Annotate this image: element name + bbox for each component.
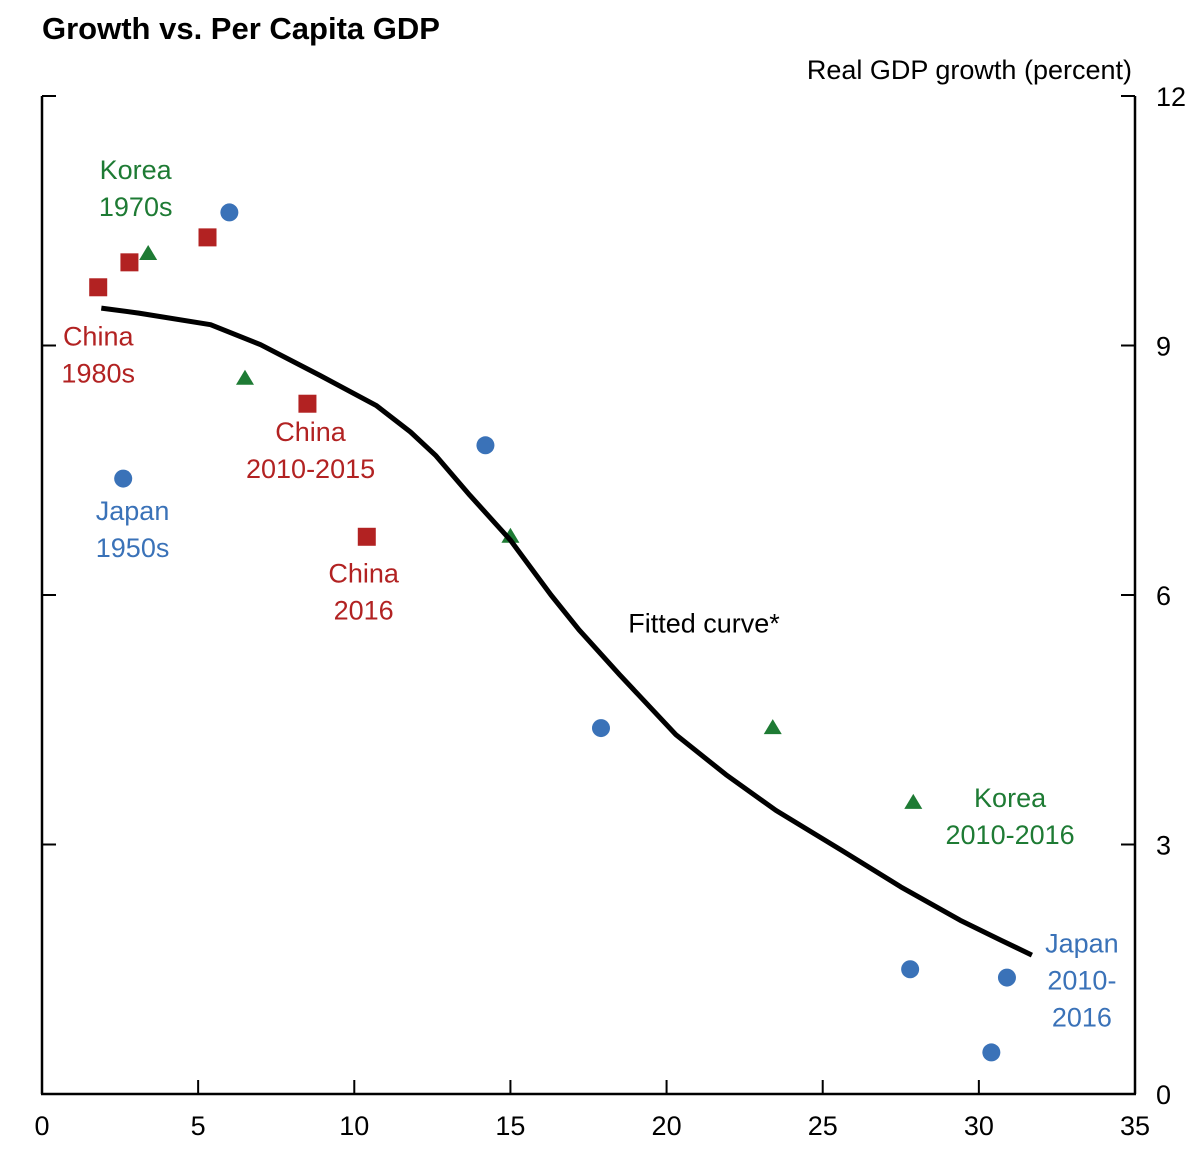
china-point [198, 228, 217, 247]
japan-point [220, 203, 239, 222]
japan-point [997, 968, 1016, 987]
korea-point [904, 793, 923, 809]
annotation-line: 2010- [1047, 966, 1116, 996]
annotation-china-1980s: China 1980s [61, 322, 135, 389]
japan-point [591, 719, 610, 738]
annotation-line: Japan [96, 496, 170, 526]
annotations: Korea 1970s China 1980s Japan 1950s China 2010-… [61, 155, 1118, 1032]
japan-point [476, 436, 495, 455]
annotation-line: Japan [1045, 929, 1119, 959]
annotation-line: 1980s [61, 359, 135, 389]
y-axis-title: Real GDP growth (percent) [807, 55, 1132, 85]
y-tick-label: 9 [1156, 332, 1171, 362]
china-point [357, 527, 376, 546]
y-tick-label: 3 [1156, 831, 1171, 861]
x-tick-label: 5 [191, 1111, 206, 1141]
x-tick-label: 10 [339, 1111, 369, 1141]
y-tick-label: 12 [1156, 82, 1186, 112]
annotation-korea-2010-2016: Korea 2010-2016 [946, 783, 1075, 850]
annotation-line: China [275, 417, 347, 447]
ticks [42, 95, 1135, 1094]
annotation-line: Korea [100, 155, 173, 185]
annotation-china-2010-2015: China 2010-2015 [246, 417, 375, 484]
korea-point [501, 527, 520, 543]
annotation-line: 2016 [1052, 1003, 1112, 1033]
annotation-line: 2016 [334, 596, 394, 626]
x-tick-label: 25 [808, 1111, 838, 1141]
x-tick-label: 20 [652, 1111, 682, 1141]
japan-point [982, 1043, 1001, 1062]
korea-point [763, 719, 782, 735]
x-tick-label: 0 [34, 1111, 49, 1141]
korea-point [235, 369, 254, 385]
annotation-line: China [328, 559, 400, 589]
fitted-curve-line [100, 305, 1033, 958]
annotation-line: China [63, 322, 135, 352]
annotation-line: 2010-2016 [946, 820, 1075, 850]
china-point [298, 394, 317, 413]
chart-title: Growth vs. Per Capita GDP [42, 11, 440, 46]
japan-point [901, 960, 920, 979]
annotation-line: 1970s [99, 192, 173, 222]
markers [89, 203, 1016, 1062]
annotation-line: Fitted curve* [628, 608, 780, 638]
y-tick-label: 6 [1156, 581, 1171, 611]
annotation-japan-1950s: Japan 1950s [96, 496, 170, 563]
annotation-korea-1970s: Korea 1970s [99, 155, 173, 222]
korea-point [139, 245, 158, 261]
y-tick-label: 0 [1156, 1080, 1171, 1110]
x-tick-label: 30 [964, 1111, 994, 1141]
x-tick-label: 15 [495, 1111, 525, 1141]
annotation-line: 1950s [96, 533, 170, 563]
annotation-fitted-curve-label: Fitted curve* [628, 608, 780, 638]
china-point [120, 253, 139, 272]
china-point [89, 278, 108, 297]
annotation-japan-2010-2016: Japan 2010- 2016 [1045, 929, 1119, 1033]
fitted-curve-layer [100, 305, 1033, 958]
annotation-line: Korea [974, 783, 1047, 813]
japan-point [114, 469, 133, 488]
annotation-line: 2010-2015 [246, 454, 375, 484]
x-tick-label: 35 [1120, 1111, 1150, 1141]
annotation-china-2016: China 2016 [328, 559, 400, 626]
